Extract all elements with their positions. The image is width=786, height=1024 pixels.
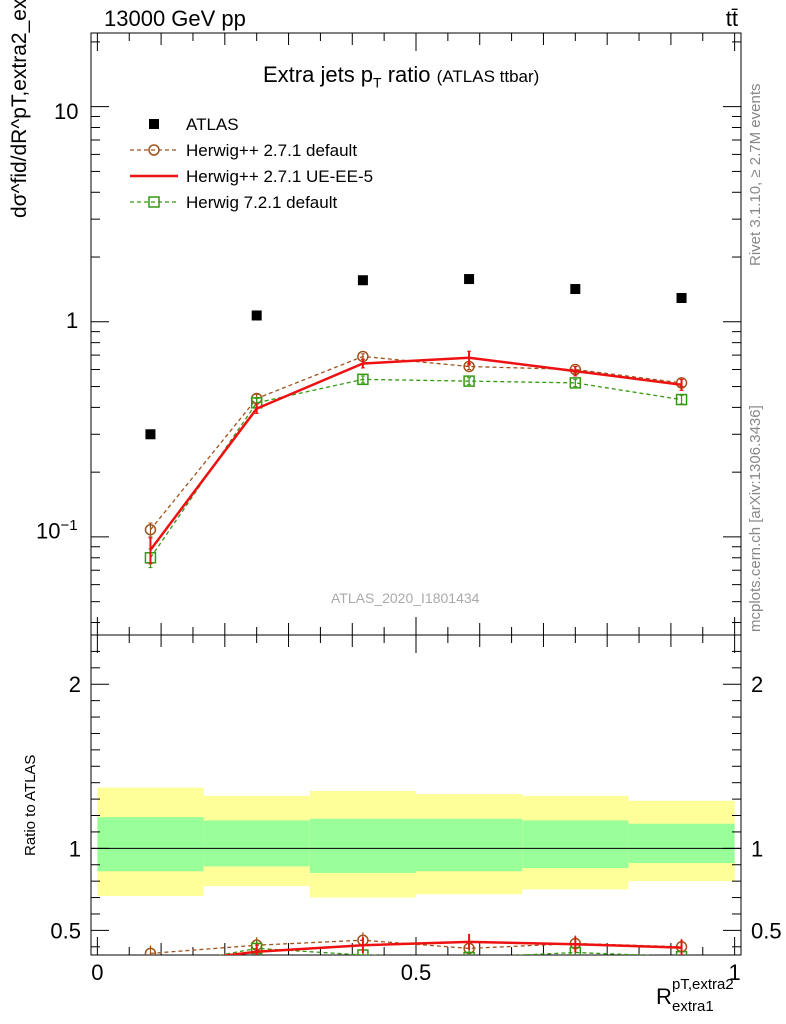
energy-label: 13000 GeV pp [104, 6, 246, 31]
ytick-label-10: 10 [54, 99, 79, 124]
ratio-ytick-label: 2 [69, 672, 81, 697]
data-point [676, 292, 687, 303]
data-point [149, 119, 159, 129]
chart-title: Extra jets pT ratio (ATLAS ttbar) [263, 62, 539, 90]
chart-title-note: (ATLAS ttbar) [436, 67, 540, 86]
ratio-band-inner [309, 818, 416, 873]
legend-entry: ATLAS [186, 115, 239, 134]
data-point [251, 310, 262, 321]
data-point [144, 523, 157, 536]
ratio-series [219, 933, 683, 955]
series-line [149, 356, 682, 551]
ratio-band-inner [97, 817, 204, 872]
x-axis-label-main: R [656, 984, 672, 1009]
data-point [148, 144, 160, 156]
data-point [148, 196, 160, 208]
x-axis-label-sup: pT,extra2 [672, 976, 734, 993]
y-axis-label-text: dσ^fid/dR^pT,extra2_extra1 [pb] [8, 0, 31, 218]
data-point [570, 284, 581, 295]
mcplots-label: mcplots.cern.ch [arXiv:1306.3436] [747, 405, 764, 632]
chart-title-main: Extra jets p [263, 62, 374, 87]
ratio-ytick-label-right: 1 [751, 836, 763, 861]
ratio-ytick-label: 1 [69, 836, 81, 861]
data-point [144, 947, 157, 955]
ytick-label-0.1: 10−1 [36, 517, 78, 544]
main-series [144, 373, 688, 569]
ratio-series-line [219, 940, 682, 955]
ratio-band-inner [203, 820, 310, 867]
legend [130, 119, 178, 208]
xtick-label: 0 [91, 960, 103, 985]
main-ticks [91, 33, 741, 635]
chart-title-suffix: ratio [381, 62, 431, 87]
main-series [148, 350, 684, 565]
x-axis-label-sub: extra1 [672, 998, 714, 1015]
data-point [463, 375, 475, 387]
ratio-axis-label: Ratio to ATLAS [22, 754, 39, 856]
data-point [464, 274, 475, 285]
legend-entry: Herwig++ 2.7.1 default [186, 141, 357, 160]
series-line [149, 378, 682, 559]
xtick-label: 1 [729, 960, 741, 985]
data-point [675, 393, 688, 406]
ratio-band-inner [416, 818, 523, 872]
ratio-bands [91, 787, 741, 898]
xtick-label: 0.5 [401, 960, 432, 985]
analysis-label: ATLAS_2020_I1801434 [331, 590, 480, 606]
data-point [145, 963, 155, 973]
ratio-band-inner [522, 820, 629, 869]
data-point [357, 275, 368, 286]
ytick-label-1: 1 [66, 308, 79, 333]
data-point [569, 377, 582, 389]
ratio-ytick-label: 0.5 [50, 918, 81, 943]
rivet-label: Rivet 3.1.10, ≥ 2.7M events [747, 83, 764, 267]
legend-entry: Herwig 7.2.1 default [186, 193, 337, 212]
ratio-ytick-label-right: 0.5 [751, 918, 782, 943]
ytick-label-0.1-base: 10 [36, 518, 61, 544]
data-point [145, 429, 156, 440]
ytick-label-0.1-exp: −1 [60, 517, 78, 534]
chart-title-sub: T [373, 74, 382, 91]
process-label: tt̄ [725, 6, 738, 31]
ratio-ytick-label-right: 2 [751, 672, 763, 697]
data-point [357, 373, 369, 386]
y-axis-label: dσ^fid/dR^pT,extra2_extra1 [pb] [8, 0, 32, 218]
main-series [145, 274, 687, 440]
legend-entry: Herwig++ 2.7.1 UE-EE-5 [186, 167, 373, 186]
ratio-band-inner [628, 823, 735, 864]
data-point [463, 951, 475, 955]
main-series [144, 350, 688, 538]
ratio-series-line [217, 947, 657, 955]
